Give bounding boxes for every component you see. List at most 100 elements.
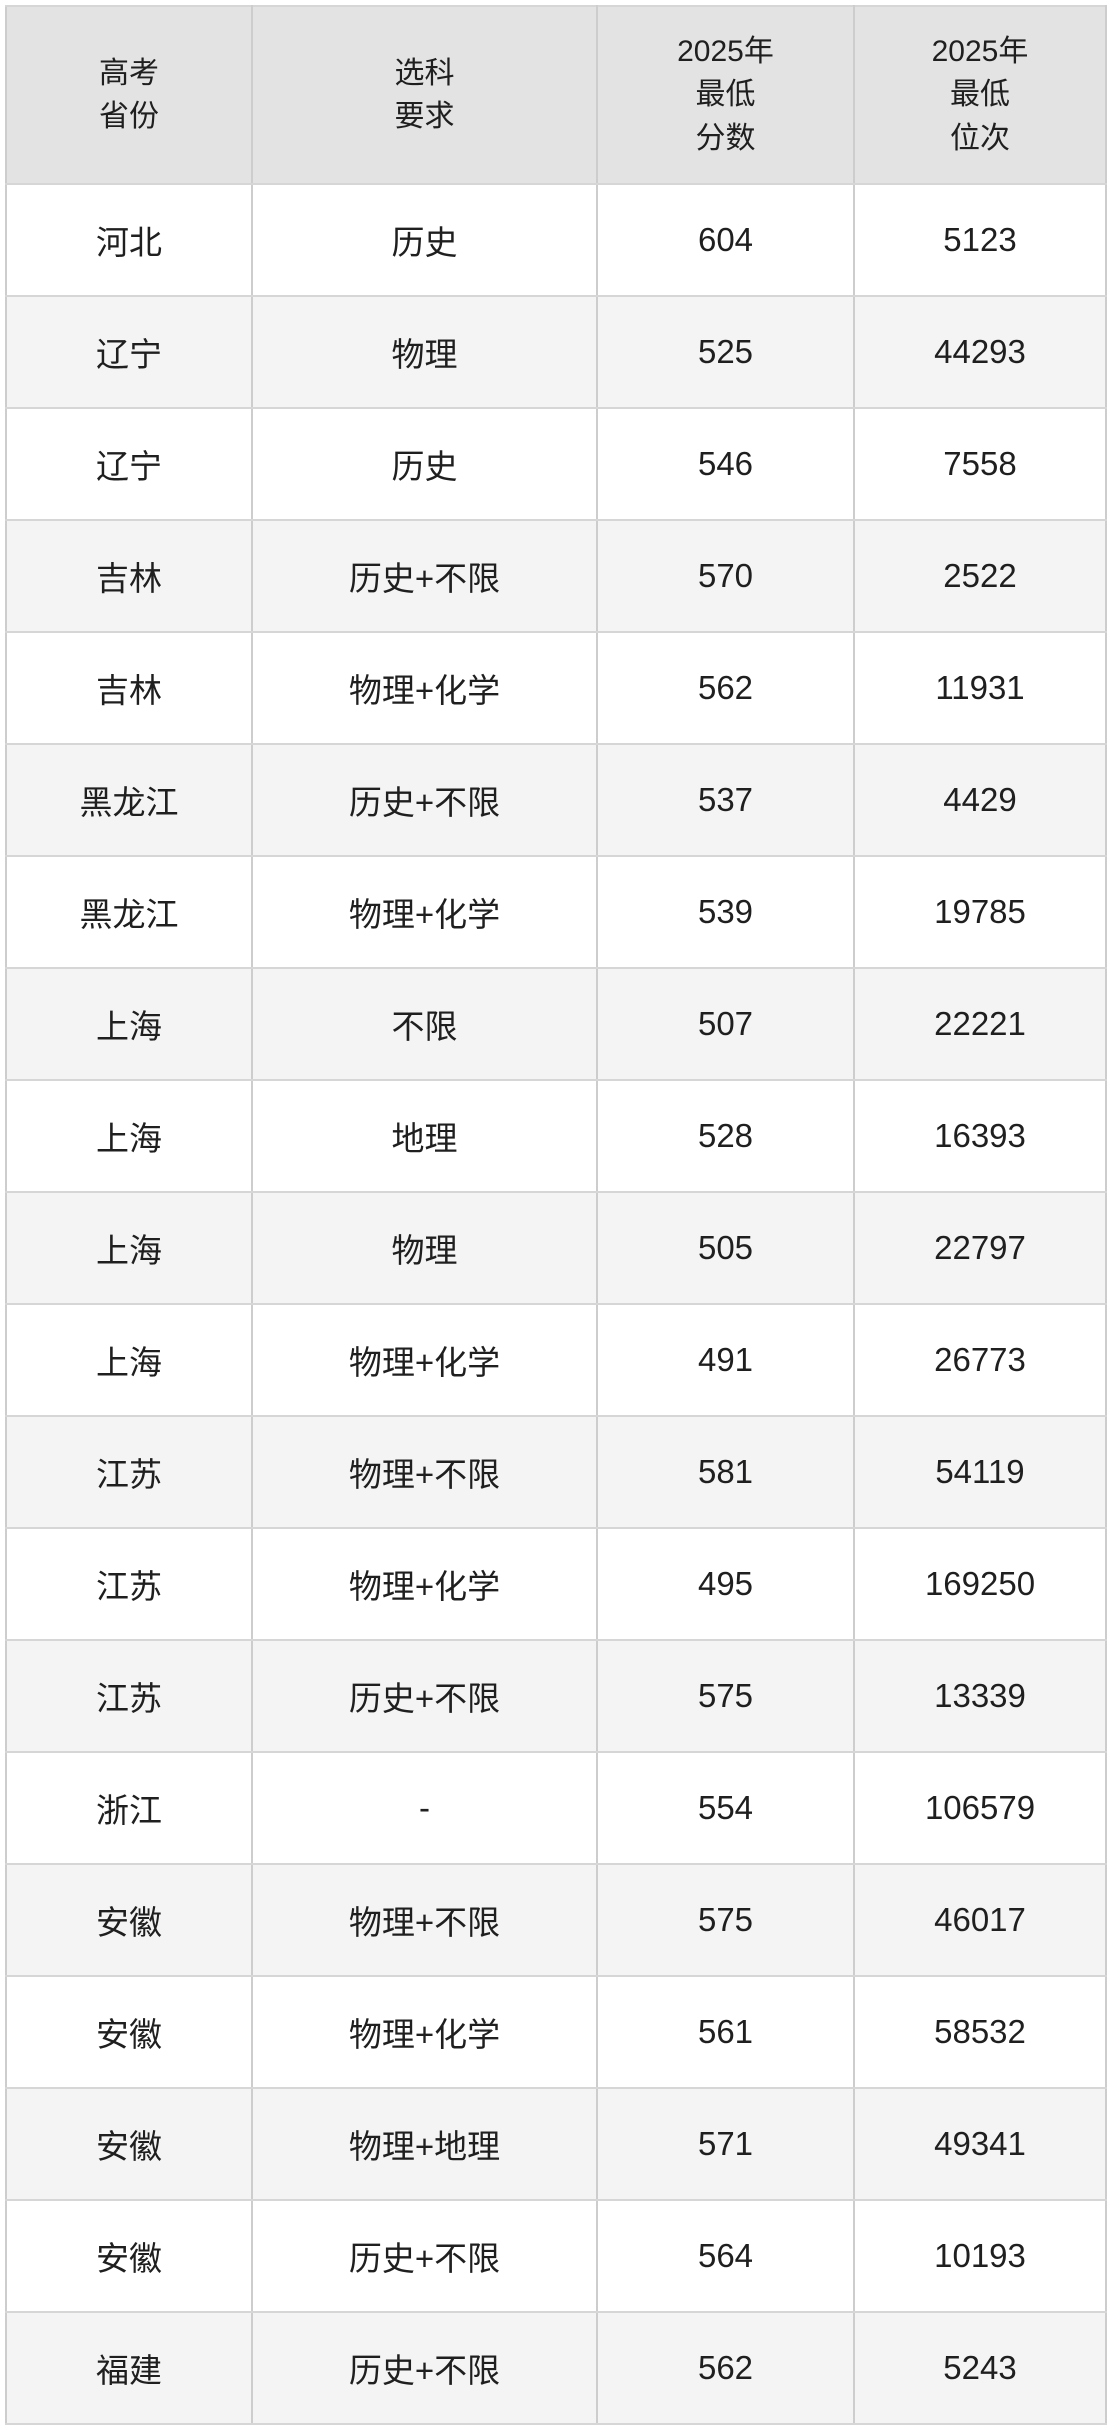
- cell-requirement: 历史+不限: [251, 743, 598, 857]
- cell-rank: 13339: [853, 1639, 1107, 1753]
- cell-score: 491: [596, 1303, 855, 1417]
- table-row: 安徽 历史+不限 564 10193: [5, 2199, 1107, 2313]
- cell-score: 575: [596, 1863, 855, 1977]
- cell-score: 539: [596, 855, 855, 969]
- cell-requirement: 物理+化学: [251, 855, 598, 969]
- table-row: 黑龙江 物理+化学 539 19785: [5, 855, 1107, 969]
- cell-requirement: 物理+化学: [251, 1527, 598, 1641]
- cell-requirement: 物理: [251, 1191, 598, 1305]
- column-header-subject-requirement-line2: 要求: [394, 100, 455, 133]
- cell-province: 安徽: [5, 1863, 253, 1977]
- table-row: 辽宁 历史 546 7558: [5, 407, 1107, 521]
- table-row: 上海 地理 528 16393: [5, 1079, 1107, 1193]
- table-row: 辽宁 物理 525 44293: [5, 295, 1107, 409]
- cell-score: 537: [596, 743, 855, 857]
- cell-requirement: -: [251, 1751, 598, 1865]
- cell-score: 528: [596, 1079, 855, 1193]
- column-header-min-rank-line2: 最低: [950, 78, 1010, 112]
- cell-province: 吉林: [5, 631, 253, 745]
- cell-score: 581: [596, 1415, 855, 1529]
- cell-province: 安徽: [5, 2199, 253, 2313]
- table-row: 江苏 物理+化学 495 169250: [5, 1527, 1107, 1641]
- cell-province: 江苏: [5, 1639, 253, 1753]
- cell-requirement: 物理: [251, 295, 598, 409]
- cell-province: 河北: [5, 183, 253, 297]
- cell-province: 安徽: [5, 2087, 253, 2201]
- table-row: 吉林 物理+化学 562 11931: [5, 631, 1107, 745]
- cell-requirement: 物理+化学: [251, 1303, 598, 1417]
- column-header-min-rank-2025: 2025年 最低 位次: [853, 5, 1107, 185]
- table-row: 安徽 物理+化学 561 58532: [5, 1975, 1107, 2089]
- cell-rank: 54119: [853, 1415, 1107, 1529]
- cell-score: 554: [596, 1751, 855, 1865]
- table-row: 河北 历史 604 5123: [5, 183, 1107, 297]
- cell-requirement: 物理+不限: [251, 1863, 598, 1977]
- cell-rank: 22797: [853, 1191, 1107, 1305]
- cell-province: 福建: [5, 2311, 253, 2425]
- cell-rank: 2522: [853, 519, 1107, 633]
- table-row: 上海 物理 505 22797: [5, 1191, 1107, 1305]
- cell-requirement: 不限: [251, 967, 598, 1081]
- cell-rank: 7558: [853, 407, 1107, 521]
- cell-requirement: 历史+不限: [251, 2311, 598, 2425]
- column-header-min-score-line2: 最低: [695, 78, 756, 112]
- cell-rank: 49341: [853, 2087, 1107, 2201]
- column-header-min-score-line3: 分数: [695, 121, 756, 155]
- cell-rank: 19785: [853, 855, 1107, 969]
- cell-score: 507: [596, 967, 855, 1081]
- cell-rank: 58532: [853, 1975, 1107, 2089]
- cell-rank: 5243: [853, 2311, 1107, 2425]
- cell-rank: 16393: [853, 1079, 1107, 1193]
- cell-rank: 5123: [853, 183, 1107, 297]
- cell-province: 浙江: [5, 1751, 253, 1865]
- table-row: 安徽 物理+地理 571 49341: [5, 2087, 1107, 2201]
- column-header-subject-requirement: 选科 要求: [251, 5, 598, 185]
- column-header-min-rank-line3: 位次: [950, 121, 1010, 155]
- cell-rank: 22221: [853, 967, 1107, 1081]
- admission-score-table: 高考 省份 选科 要求 2025年 最低 分数 2025年 最低 位次 河北 历…: [5, 5, 1107, 2425]
- cell-province: 上海: [5, 1191, 253, 1305]
- cell-province: 上海: [5, 967, 253, 1081]
- table-row: 安徽 物理+不限 575 46017: [5, 1863, 1107, 1977]
- cell-rank: 106579: [853, 1751, 1107, 1865]
- cell-province: 上海: [5, 1079, 253, 1193]
- column-header-subject-requirement-line1: 选科: [394, 56, 455, 90]
- cell-province: 辽宁: [5, 407, 253, 521]
- cell-requirement: 历史+不限: [251, 519, 598, 633]
- table-row: 吉林 历史+不限 570 2522: [5, 519, 1107, 633]
- column-header-province-line2: 省份: [99, 100, 159, 133]
- cell-score: 561: [596, 1975, 855, 2089]
- table-row: 江苏 物理+不限 581 54119: [5, 1415, 1107, 1529]
- table-row: 浙江 - 554 106579: [5, 1751, 1107, 1865]
- column-header-province-line1: 高考: [99, 56, 159, 90]
- cell-requirement: 物理+化学: [251, 1975, 598, 2089]
- cell-province: 江苏: [5, 1527, 253, 1641]
- cell-province: 江苏: [5, 1415, 253, 1529]
- cell-score: 564: [596, 2199, 855, 2313]
- cell-requirement: 历史: [251, 183, 598, 297]
- cell-score: 546: [596, 407, 855, 521]
- cell-rank: 10193: [853, 2199, 1107, 2313]
- cell-score: 575: [596, 1639, 855, 1753]
- cell-rank: 11931: [853, 631, 1107, 745]
- cell-requirement: 物理+化学: [251, 631, 598, 745]
- column-header-min-score-2025: 2025年 最低 分数: [596, 5, 855, 185]
- cell-score: 562: [596, 2311, 855, 2425]
- cell-rank: 26773: [853, 1303, 1107, 1417]
- cell-province: 黑龙江: [5, 855, 253, 969]
- cell-requirement: 历史+不限: [251, 2199, 598, 2313]
- cell-province: 安徽: [5, 1975, 253, 2089]
- cell-province: 吉林: [5, 519, 253, 633]
- column-header-min-rank-line1: 2025年: [931, 34, 1029, 68]
- column-header-province: 高考 省份: [5, 5, 253, 185]
- table-row: 福建 历史+不限 562 5243: [5, 2311, 1107, 2425]
- cell-score: 570: [596, 519, 855, 633]
- table-row: 上海 不限 507 22221: [5, 967, 1107, 1081]
- table-row: 上海 物理+化学 491 26773: [5, 1303, 1107, 1417]
- cell-province: 黑龙江: [5, 743, 253, 857]
- cell-requirement: 历史+不限: [251, 1639, 598, 1753]
- table-header-row: 高考 省份 选科 要求 2025年 最低 分数 2025年 最低 位次: [5, 5, 1107, 185]
- cell-rank: 4429: [853, 743, 1107, 857]
- cell-rank: 46017: [853, 1863, 1107, 1977]
- cell-score: 505: [596, 1191, 855, 1305]
